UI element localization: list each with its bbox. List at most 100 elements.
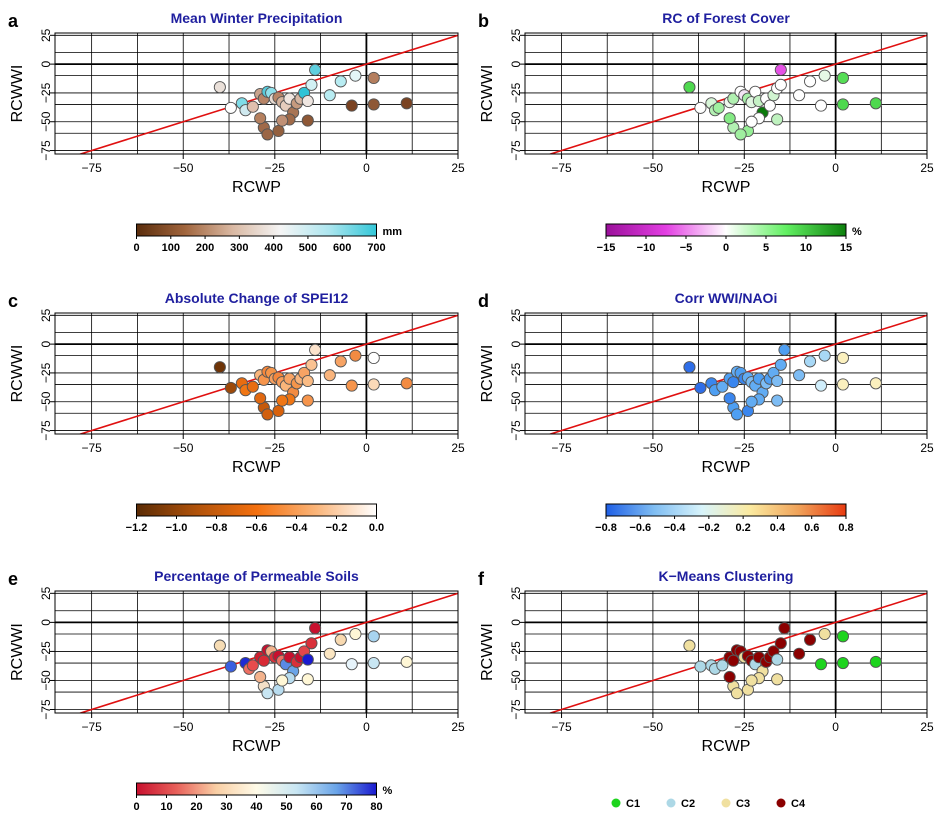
colorbar-tick-label: 10 [800,242,812,254]
y-tick-label: −50 [509,670,523,691]
colorbar-tick-label: −10 [637,242,656,254]
scatter-point [730,687,744,700]
x-axis-label: RCWP [702,459,751,476]
scatter-point [367,656,380,670]
y-tick-label: 25 [509,308,523,322]
x-tick-label: 0 [832,720,839,734]
x-tick-label: −75 [81,720,102,734]
scatter-point [745,395,758,408]
y-tick-label: −25 [39,82,53,103]
panel-b: b RC of Forest Cover−75 −50 −25 0 25250−25−50… [478,10,934,254]
scatter-point [774,78,787,91]
scatter-point [814,379,828,392]
scatter-point [261,408,274,421]
scatter-point [716,380,729,393]
legend-marker [721,798,731,808]
scatter-point [694,381,707,394]
y-tick-label: −50 [509,391,523,412]
x-axis-label: RCWP [702,179,751,196]
scatter-point [309,622,322,635]
plot-frame [524,32,928,155]
colorbar-tick-label: 0.4 [770,522,786,534]
scatter-point [771,653,784,666]
scatter-point [261,687,274,700]
legend-marker [776,798,786,808]
grid [525,313,927,434]
scatter-point [400,377,413,390]
panel-c: c Absolute Change of SPEI12 −75 −50 −25 0 25 25… [8,290,465,534]
y-tick-label: −25 [509,82,523,103]
x-tick-label: 0 [832,161,839,175]
y-tick-label: 0 [509,340,523,347]
colorbar-tick-label: 0 [723,242,729,254]
y-tick-label: −50 [39,670,53,691]
y-axis-label: RCWWI [479,623,496,681]
colorbar-tick-label: −15 [597,242,616,254]
points [213,63,413,141]
colorbar [136,503,377,517]
y-tick-label: 0 [39,340,53,347]
legend-label: C2 [681,798,695,810]
colorbar-tick-label: 0.6 [804,522,819,534]
panel-letter: c [8,291,18,311]
scatter-point [793,647,806,660]
scatter-point [774,63,787,76]
colorbar-tick-label: 500 [299,242,317,254]
x-tick-label: 25 [451,161,465,175]
x-tick-label: 0 [832,441,839,455]
grid [55,313,458,434]
plot-frame [54,312,459,435]
scatter-point [400,655,413,668]
y-tick-label: −75 [39,140,53,161]
y-axis-label: RCWWI [479,345,496,403]
colorbar-tick-label: −0.4 [664,522,687,534]
scatter-point [246,100,259,113]
y-axis-label: RCWWI [9,65,26,123]
scatter-point [723,670,736,684]
scatter-point [334,75,347,88]
scatter-point [305,358,318,371]
points [213,343,413,421]
grid [55,33,458,154]
grid [525,591,927,713]
scatter-point [349,69,362,82]
x-tick-label: 0 [363,161,370,175]
y-tick-label: −50 [509,111,523,132]
x-tick-label: −50 [173,720,194,734]
panel-letter: b [478,11,489,31]
scatter-point [301,114,314,127]
colorbar-unit: mm [383,226,403,238]
scatter-point [778,343,791,356]
x-tick-label: −25 [734,441,755,455]
scatter-point [323,89,336,102]
scatter-point [793,89,806,102]
legend-label: C4 [791,798,806,810]
scatter-point [301,374,314,388]
plot-frame [54,590,459,714]
scatter-point [254,112,267,125]
scatter-point [836,378,849,391]
y-tick-label: −75 [509,140,523,161]
scatter-point [771,374,784,388]
scatter-point [774,637,787,650]
panel-title: K−Means Clustering [659,568,794,584]
y-tick-label: 0 [39,60,53,67]
scatter-point [723,392,736,405]
colorbar [136,223,377,237]
colorbar [605,503,847,517]
y-tick-label: 0 [509,619,523,626]
colorbar [605,223,847,237]
scatter-point [276,674,289,687]
scatter-point [712,101,725,114]
colorbar-unit: % [383,785,393,797]
y-tick-label: 25 [509,28,523,42]
scatter-point [745,115,758,128]
x-tick-label: −75 [551,161,572,175]
y-axis-label: RCWWI [479,65,496,123]
colorbar-tick-label: −0.2 [698,522,720,534]
colorbar-tick-label: −5 [680,242,693,254]
scatter-point [869,655,882,668]
scatter-point [804,633,817,646]
scatter-point [771,394,784,407]
x-tick-label: −25 [734,720,755,734]
